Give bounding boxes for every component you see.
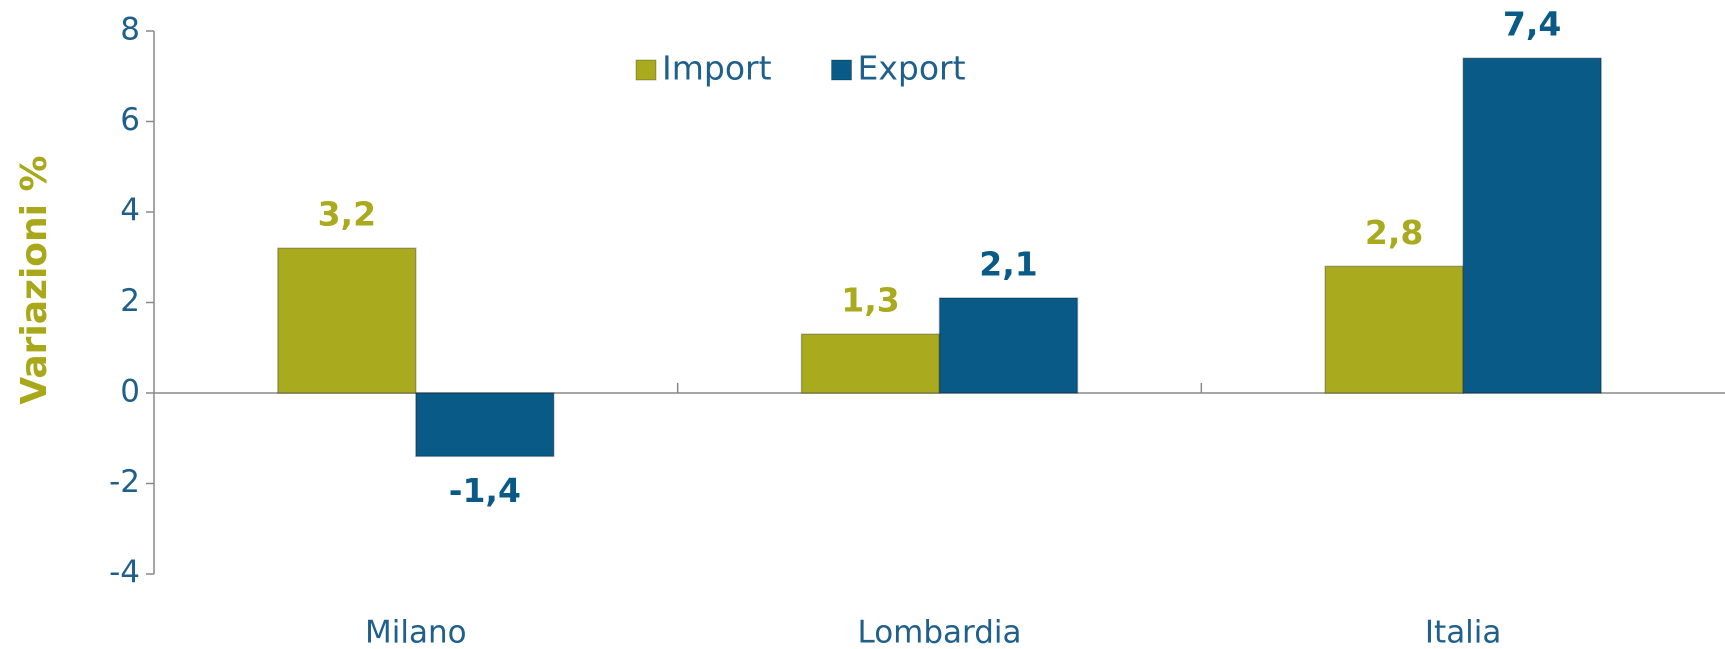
legend-label: Export [858,49,966,88]
data-label: 7,4 [1503,5,1561,44]
x-tick-label: Lombardia [857,615,1021,649]
y-tick-label: 6 [120,102,140,138]
legend-label: Import [662,49,772,88]
y-tick-label: 2 [120,283,140,319]
y-axis-title: Variazioni % [14,155,55,404]
bar [1324,265,1464,394]
bar [938,297,1079,394]
data-label: -1,4 [449,471,521,510]
y-tick-label: -4 [109,555,140,591]
y-tick-label: 4 [120,193,140,229]
legend-swatch [831,59,853,81]
data-label: 1,3 [841,281,899,320]
bar [277,247,417,394]
bar [1462,57,1602,394]
bar [415,392,555,458]
bar [800,333,941,394]
data-label: 2,8 [1365,213,1423,252]
legend-swatch [635,59,657,81]
y-tick-label: -2 [109,464,140,500]
y-tick-label: 8 [120,12,140,48]
y-tick-label: 0 [120,374,140,410]
data-label: 2,1 [979,244,1037,283]
x-tick-label: Italia [1425,615,1502,649]
data-label: 3,2 [318,195,376,234]
x-tick-label: Milano [365,615,467,649]
